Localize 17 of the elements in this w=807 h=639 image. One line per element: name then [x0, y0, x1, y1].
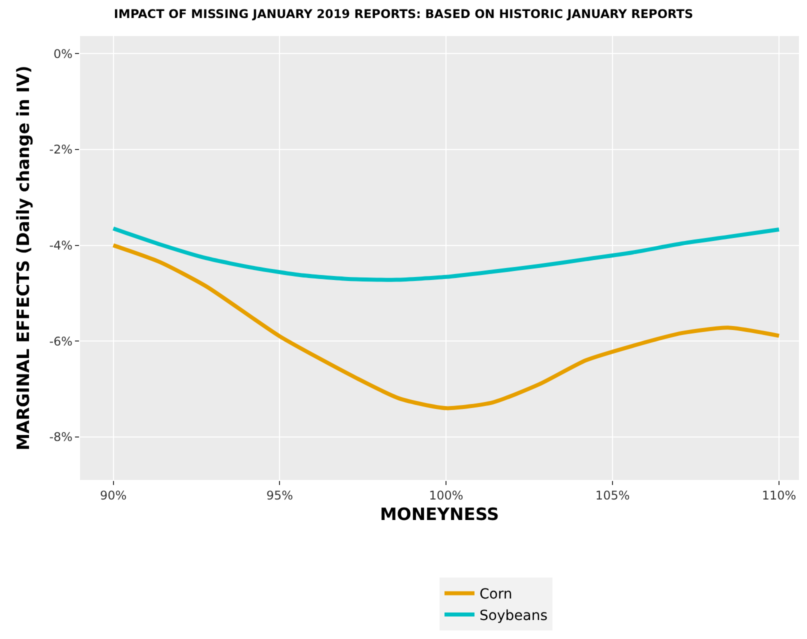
x-tick-label: 90% [100, 488, 127, 502]
legend-label: Corn [480, 586, 512, 603]
x-axis-title: MONEYNESS [380, 504, 500, 525]
x-tick-label: 95% [266, 488, 294, 502]
x-tick-label: 110% [762, 488, 796, 502]
chart-title: IMPACT OF MISSING JANUARY 2019 REPORTS: BASED ON HISTORIC JANUARY REPORTS [114, 6, 694, 21]
y-tick-label: -4% [49, 238, 73, 253]
y-tick-label: -6% [49, 334, 73, 348]
y-tick-label: -2% [49, 142, 73, 157]
line-series [111, 243, 782, 410]
line-series [111, 226, 782, 282]
x-tick-label: 100% [429, 488, 464, 502]
legend-label: Soybeans [480, 608, 548, 624]
y-tick-label: -8% [49, 430, 73, 444]
y-tick-label: 0% [54, 46, 73, 61]
y-axis-title: MARGINAL EFFECTS (Daily change in IV) [14, 66, 34, 450]
x-tick-label: 105% [595, 488, 630, 502]
